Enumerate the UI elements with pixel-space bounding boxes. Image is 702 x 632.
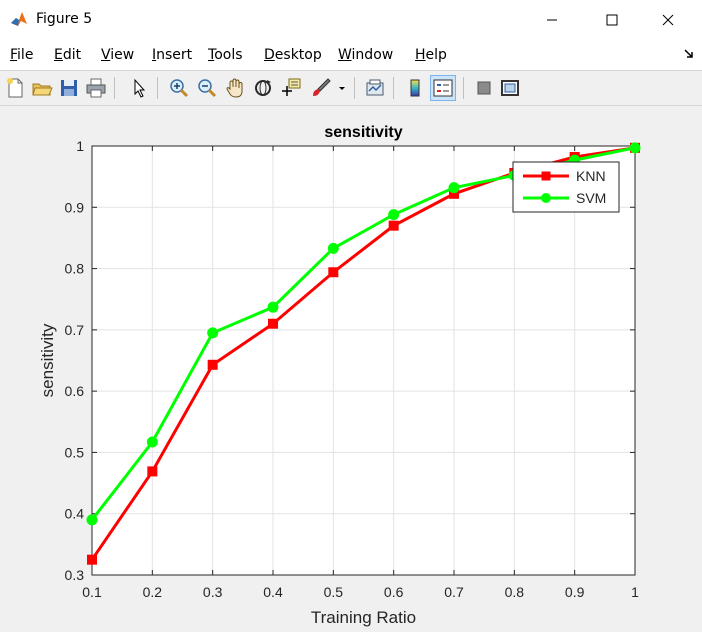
x-tick-label: 0.8 (505, 584, 525, 600)
menu-bar: File Edit View Insert Tools Desktop Wind… (0, 40, 702, 70)
data-point-knn (328, 267, 339, 278)
data-point-knn (207, 359, 218, 370)
x-tick-label: 0.4 (263, 584, 283, 600)
legend-icon (433, 79, 453, 97)
link-plot-icon[interactable] (364, 77, 386, 99)
show-tools-icon[interactable] (499, 77, 521, 99)
print-icon[interactable] (85, 77, 107, 99)
toolbar-separator (354, 77, 355, 99)
new-figure-icon[interactable] (4, 77, 26, 99)
zoom-in-icon[interactable] (168, 77, 190, 99)
minimize-button[interactable] (529, 0, 575, 40)
maximize-button[interactable] (589, 0, 635, 40)
x-tick-label: 0.2 (143, 584, 163, 600)
y-axis-label: sensitivity (38, 323, 57, 397)
data-point-svm (267, 301, 279, 313)
y-tick-label: 0.6 (65, 383, 85, 399)
data-point-svm (207, 327, 219, 339)
pointer-icon[interactable] (129, 77, 151, 99)
legend-button[interactable] (430, 75, 456, 101)
y-tick-label: 1 (76, 138, 84, 154)
x-tick-label: 1 (631, 584, 639, 600)
menu-window[interactable]: Window (338, 47, 394, 63)
legend-label-svm: SVM (576, 190, 606, 206)
close-button[interactable] (645, 0, 691, 40)
matlab-logo-icon (10, 10, 28, 28)
menu-edit[interactable]: Edit (54, 47, 82, 63)
legend[interactable]: KNN SVM (512, 161, 620, 213)
plot-axes[interactable]: 0.1 0.2 0.3 0.4 0.5 0.6 0.7 0.8 0.9 1 0.3 0.4 0.5 0.6… (38, 124, 641, 627)
y-tick-label: 0.8 (65, 261, 85, 277)
data-point-knn (87, 554, 97, 565)
menu-insert[interactable]: Insert (152, 47, 193, 63)
close-icon (662, 14, 674, 26)
legend-box (512, 161, 620, 213)
menu-help[interactable]: Help (415, 47, 447, 63)
window-title: Figure 5 (36, 11, 93, 27)
brush-dropdown-icon[interactable] (336, 77, 348, 99)
toolbar-separator (114, 77, 115, 99)
data-point-knn (268, 318, 278, 329)
y-tick-label: 0.7 (65, 322, 85, 338)
legend-label-knn: KNN (576, 168, 606, 184)
dock-arrow-icon[interactable] (684, 49, 694, 59)
open-file-icon[interactable] (31, 77, 53, 99)
toolbar-separator (157, 77, 158, 99)
legend-marker-svm (541, 193, 551, 203)
data-point-svm (629, 142, 641, 154)
title-bar: Figure 5 (0, 0, 702, 40)
menu-tools[interactable]: Tools (208, 47, 243, 63)
data-point-svm (86, 514, 98, 526)
legend-marker-knn (541, 171, 551, 181)
pan-hand-icon[interactable] (224, 77, 246, 99)
data-cursor-icon[interactable] (280, 77, 302, 99)
brush-icon[interactable] (310, 77, 332, 99)
plot-background (92, 146, 635, 575)
hide-tools-icon[interactable] (473, 77, 495, 99)
toolbar-separator (463, 77, 464, 99)
x-tick-label: 0.1 (82, 584, 102, 600)
maximize-icon (606, 14, 618, 26)
colorbar-icon[interactable] (404, 77, 426, 99)
data-point-svm (146, 436, 158, 448)
x-axis-label: Training Ratio (311, 608, 416, 627)
y-tick-label: 0.4 (65, 506, 85, 522)
y-tick-label: 0.5 (65, 444, 85, 460)
y-tick-label: 0.3 (65, 567, 85, 583)
chart-title: sensitivity (324, 124, 402, 141)
menu-file[interactable]: File (10, 47, 34, 63)
data-point-svm (448, 182, 460, 194)
minimize-icon (547, 19, 557, 21)
menu-view[interactable]: View (101, 47, 135, 63)
chart-area: 0.1 0.2 0.3 0.4 0.5 0.6 0.7 0.8 0.9 1 0.3 0.4 0.5 0.6… (0, 107, 702, 632)
data-point-svm (388, 209, 400, 221)
y-tick-label: 0.9 (65, 199, 85, 215)
data-point-knn (147, 466, 158, 477)
x-tick-label: 0.3 (203, 584, 223, 600)
zoom-out-icon[interactable] (196, 77, 218, 99)
data-point-knn (388, 220, 399, 231)
plot-box (91, 145, 636, 576)
x-tick-label: 0.6 (384, 584, 404, 600)
toolbar-separator (393, 77, 394, 99)
x-tick-label: 0.7 (444, 584, 464, 600)
figure-toolbar (0, 70, 702, 106)
menu-desktop[interactable]: Desktop (264, 47, 322, 63)
data-point-svm (327, 242, 339, 254)
x-tick-label: 0.5 (324, 584, 344, 600)
rotate-3d-icon[interactable] (252, 77, 274, 99)
save-icon[interactable] (58, 77, 80, 99)
x-tick-label: 0.9 (565, 584, 585, 600)
